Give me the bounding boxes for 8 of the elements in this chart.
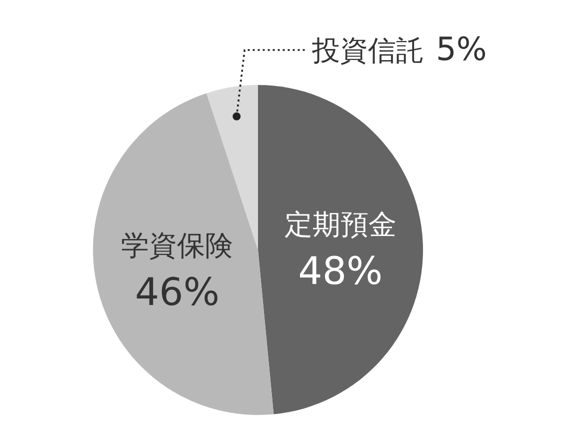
slice-label: 投資信託 (311, 34, 424, 67)
data-label: 46% (135, 270, 220, 314)
pie-slice (93, 93, 274, 415)
slice-label: 学資保険 (121, 228, 234, 262)
data-label: 5% (436, 30, 487, 68)
pie-slice (258, 85, 423, 414)
slice-label: 定期預金 (284, 208, 396, 242)
data-label: 48% (298, 249, 383, 294)
